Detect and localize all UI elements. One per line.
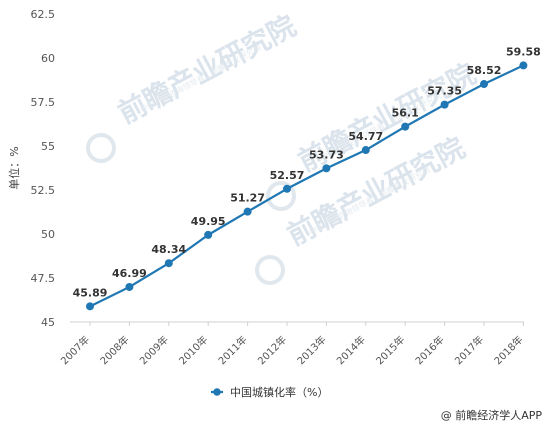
- legend: 中国城镇化率（%）: [211, 385, 328, 399]
- data-point: [125, 282, 134, 291]
- y-axis-title-group: 单位：%: [7, 146, 21, 189]
- data-label: 58.52: [467, 64, 502, 77]
- data-point: [401, 122, 410, 131]
- y-tick-label: 55: [41, 140, 55, 153]
- x-tick-label: 2014年: [334, 333, 368, 367]
- data-label: 53.73: [309, 148, 344, 161]
- watermark-layer: 前瞻产业研究院 中国产业咨询领导者 | 前瞻产业研究院 前瞻产业研究院 中国产业…: [86, 9, 481, 285]
- data-label: 48.34: [151, 243, 186, 256]
- data-label: 54.77: [348, 130, 383, 143]
- y-tick-label: 45: [41, 316, 55, 329]
- data-label: 56.1: [392, 107, 419, 120]
- data-point: [361, 146, 370, 155]
- series-line: [88, 64, 525, 308]
- data-label: 59.58: [506, 45, 541, 58]
- data-point: [86, 302, 94, 311]
- data-label: 51.27: [230, 192, 265, 205]
- y-tick-label: 57.5: [31, 96, 56, 109]
- y-tick-label: 50: [41, 228, 55, 241]
- x-tick-label: 2010年: [176, 333, 210, 367]
- data-label: 49.95: [191, 215, 226, 228]
- data-point: [480, 80, 488, 89]
- legend-marker-icon: [213, 388, 221, 396]
- data-point: [164, 259, 173, 268]
- watermark-logo-icon: [255, 255, 285, 285]
- x-tick-label: 2007年: [58, 333, 92, 367]
- y-tick-label: 60: [41, 52, 55, 65]
- y-tick-label: 52.5: [31, 184, 56, 197]
- data-point: [283, 184, 291, 193]
- watermark-top: 前瞻产业研究院 中国产业咨询领导者 | 前瞻产业研究院: [86, 9, 301, 163]
- x-tick-label: 2008年: [97, 333, 131, 367]
- source-note: @ 前瞻经济学人APP: [441, 408, 543, 422]
- data-point: [440, 100, 449, 109]
- x-tick-label: 2009年: [137, 333, 171, 367]
- x-tick-label: 2018年: [491, 333, 525, 367]
- data-label: 57.35: [427, 85, 462, 98]
- watermark-logo-icon: [86, 133, 116, 163]
- x-tick-label: 2013年: [294, 333, 328, 367]
- y-axis-title: 单位：%: [7, 146, 21, 189]
- x-tick-label: 2016年: [412, 333, 446, 367]
- data-point: [204, 230, 213, 239]
- x-tick-label: 2011年: [215, 333, 249, 367]
- data-point: [519, 61, 528, 70]
- data-label: 45.89: [73, 286, 108, 299]
- data-point: [243, 207, 252, 216]
- data-point: [322, 164, 331, 173]
- watermark-logo-icon: [266, 181, 296, 211]
- data-label: 46.99: [112, 267, 147, 280]
- y-tick-label: 47.5: [31, 272, 56, 285]
- plot-layer: 45.89 46.99 48.34 49.95 51.27 52.57 53.73 54.77…: [73, 45, 541, 311]
- data-label: 52.57: [270, 169, 305, 182]
- x-tick-label: 2015年: [373, 333, 407, 367]
- x-tick-label: 2017年: [452, 333, 486, 367]
- legend-label: 中国城镇化率（%）: [230, 385, 328, 399]
- x-tick-label: 2012年: [255, 333, 289, 367]
- y-tick-label: 62.5: [31, 8, 56, 21]
